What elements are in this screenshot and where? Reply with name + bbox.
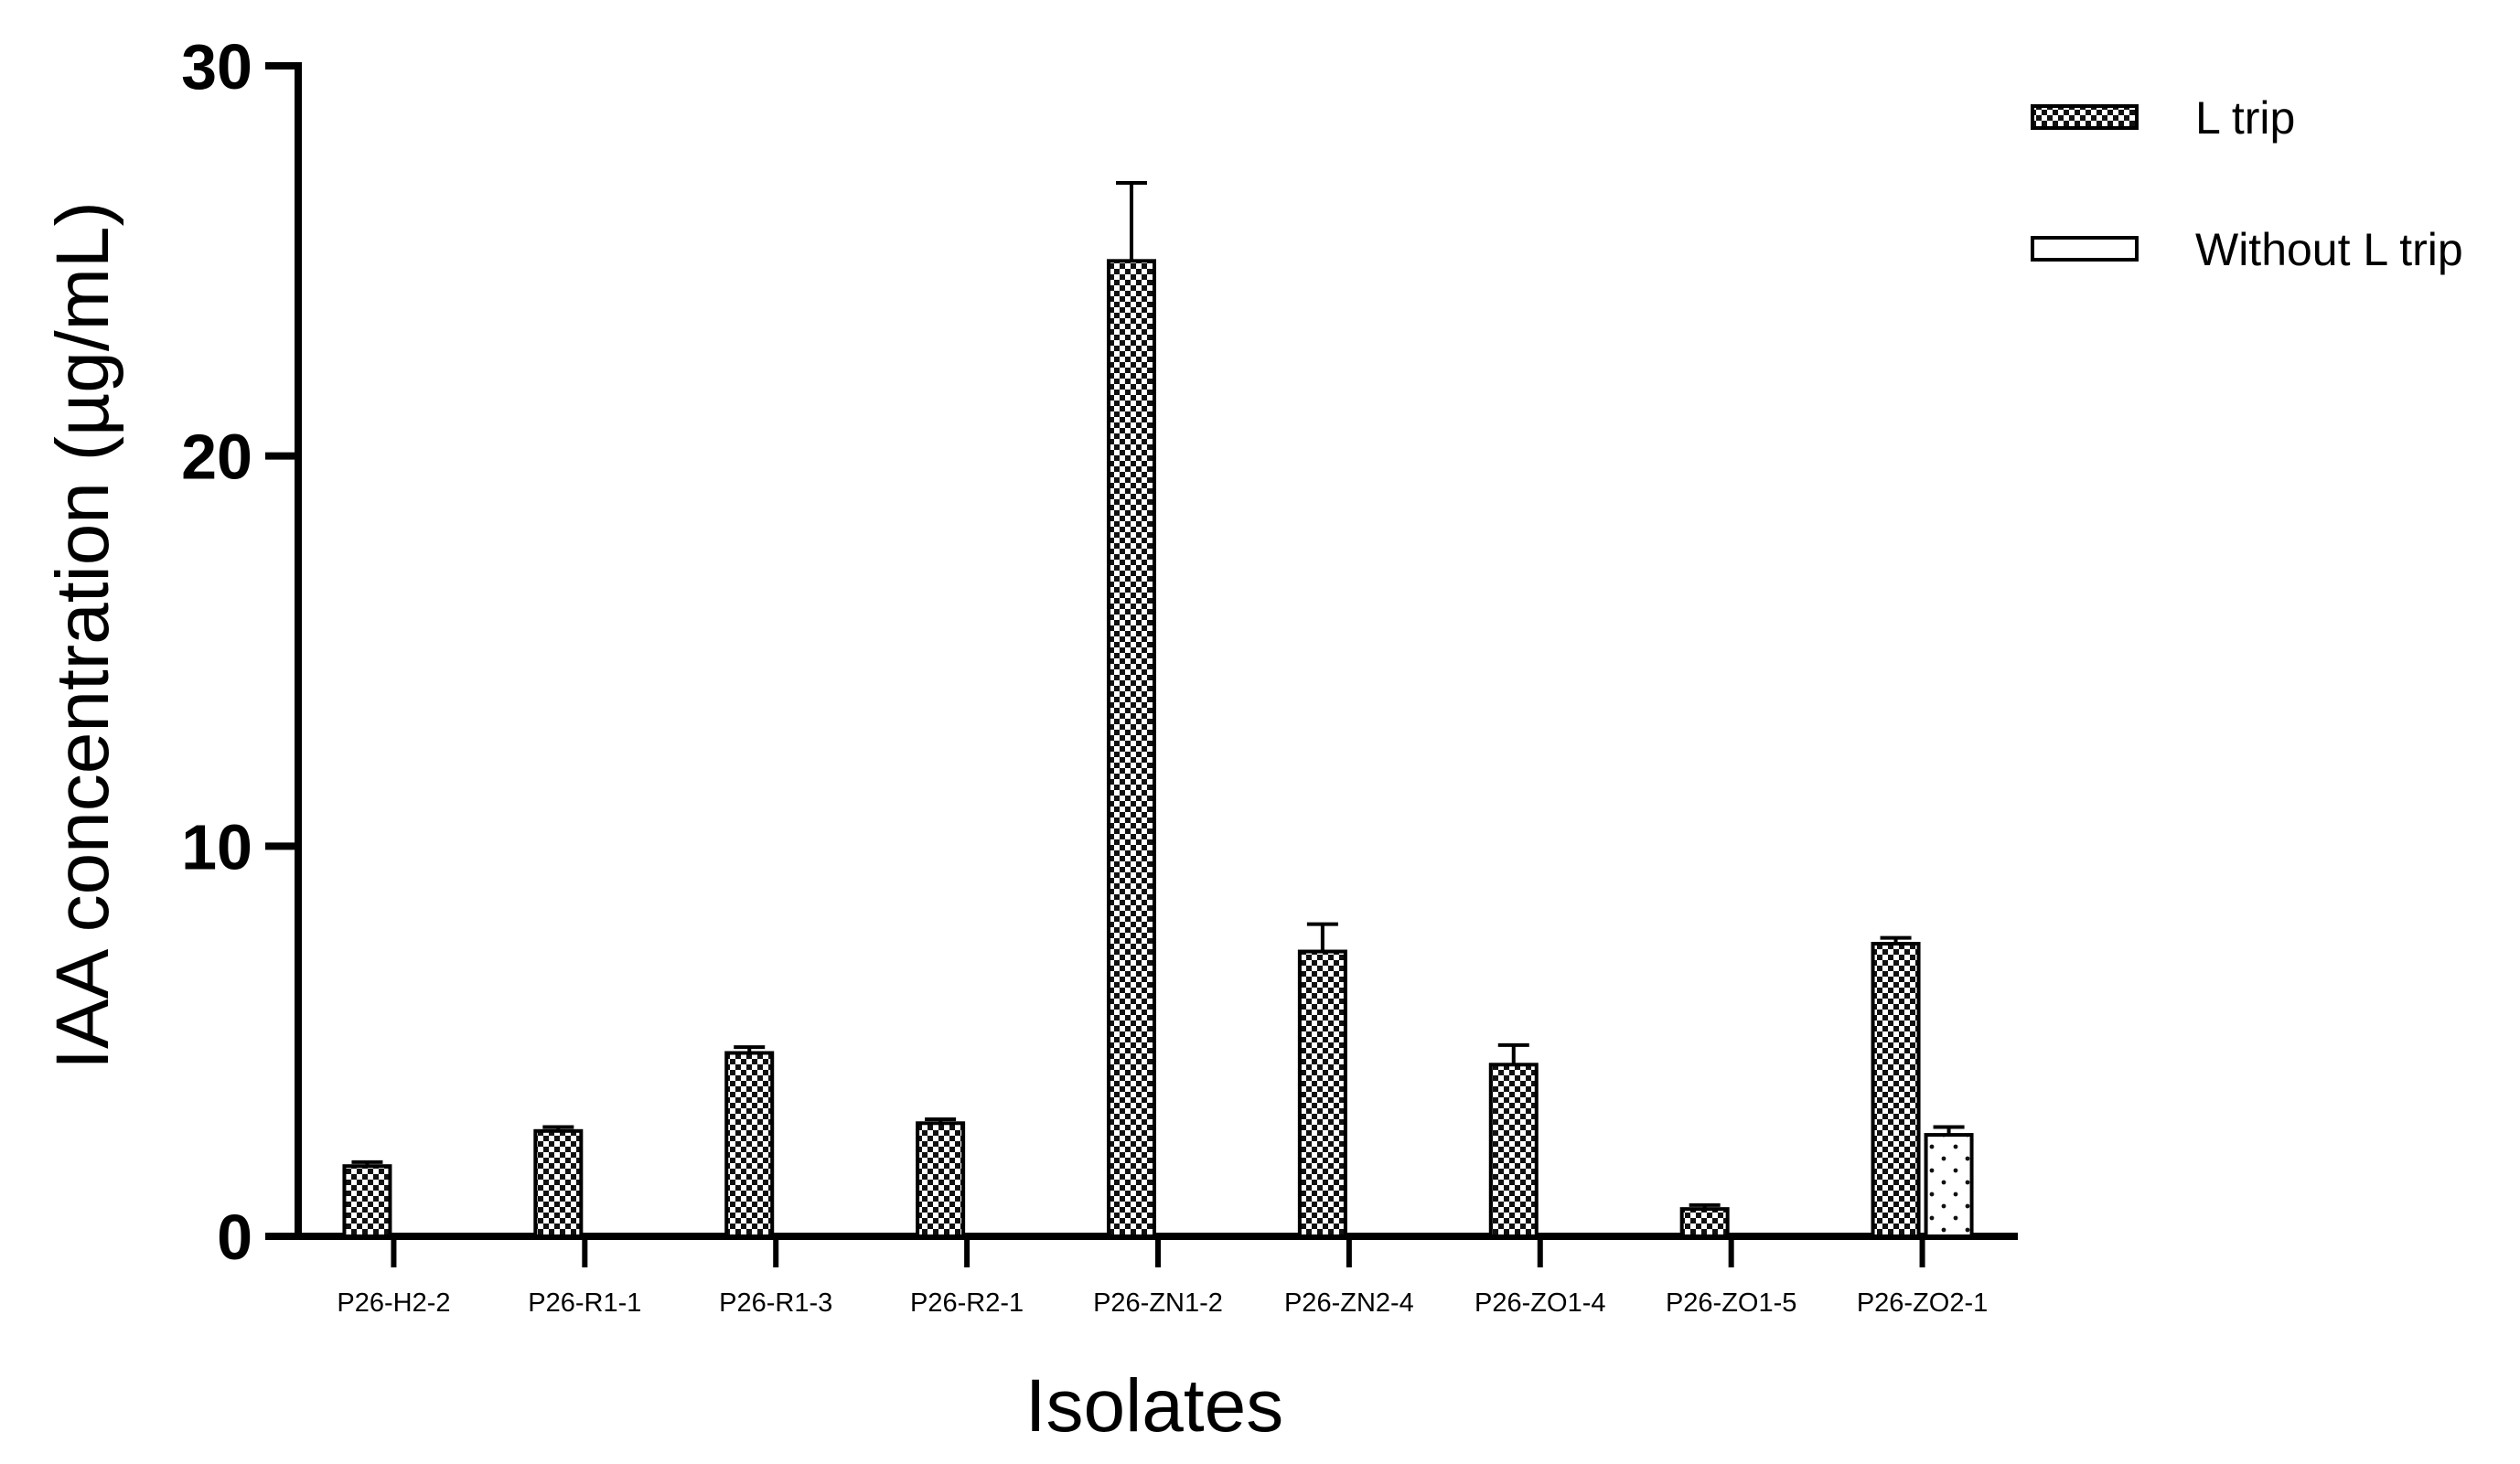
category-labels: P26-H2-2 P26-R1-1 P26-R1-3 P26-R2-1 P26-ZN1-… — [337, 1236, 1988, 1318]
legend: L trip Without L trip — [2031, 92, 2463, 275]
y-tick-label: 0 — [217, 1202, 252, 1273]
y-tick-label: 20 — [181, 422, 252, 493]
bar — [342, 1164, 392, 1238]
bar — [1679, 1207, 1730, 1238]
y-tick-label: 30 — [181, 31, 252, 102]
bar — [1488, 1063, 1539, 1239]
x-axis-title: Isolates — [1025, 1364, 1284, 1448]
category-label: P26-H2-2 — [337, 1288, 450, 1318]
y-ticks: 0 10 20 30 — [181, 31, 298, 1273]
bar — [1871, 942, 1921, 1238]
y-axis-title: IAA concentration (µg/mL) — [41, 201, 124, 1070]
legend-label-without-l-trip: Without L trip — [2195, 224, 2463, 275]
category-label: P26-ZN1-2 — [1093, 1288, 1223, 1318]
category-label: P26-R2-1 — [910, 1288, 1024, 1318]
bar — [533, 1128, 584, 1239]
y-tick-label: 10 — [181, 811, 252, 882]
bars — [342, 259, 1974, 1239]
legend-swatch-l-trip — [2031, 104, 2139, 130]
category-label: P26-ZO2-1 — [1857, 1288, 1988, 1318]
bar — [1107, 259, 1156, 1238]
legend-swatch-without-l-trip — [2031, 236, 2139, 262]
bar — [916, 1121, 966, 1239]
category-label: P26-ZO1-4 — [1474, 1288, 1605, 1318]
category-label: P26-ZN2-4 — [1284, 1288, 1414, 1318]
category-label: P26-ZO1-5 — [1666, 1288, 1796, 1318]
bar — [724, 1051, 775, 1239]
bar — [1297, 949, 1347, 1238]
legend-label-l-trip: L trip — [2195, 92, 2295, 144]
error-bars — [351, 181, 1965, 1210]
category-label: P26-R1-3 — [719, 1288, 832, 1318]
category-label: P26-R1-1 — [528, 1288, 641, 1318]
bar — [1924, 1133, 1974, 1238]
